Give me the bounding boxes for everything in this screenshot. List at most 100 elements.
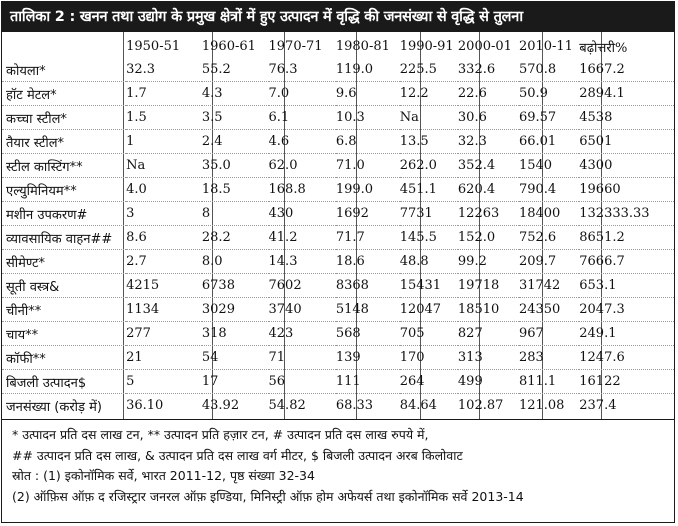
table-cell: 71.7 [335,225,400,250]
table-cell: 111 [335,369,400,394]
row-label: चीनी** [2,297,127,322]
table-cell: 1134 [126,297,202,322]
table-cell: 99.2 [457,249,519,274]
table-cell: 19718 [457,273,519,298]
table-cell: 1667.2 [579,58,674,82]
table-row: स्टील कास्टिंग** Na 35.0 62.0 71.0 262.0 352.4… [2,153,674,178]
table-row: सूती वस्त्र& 4215 6738 7602 8368 15431 19718 31… [2,273,674,298]
footnote-line: ## उत्पादन प्रति दस लाख, & उत्पादन प्रति… [12,447,463,463]
table-cell: 18.5 [201,177,269,202]
table-cell: 84.64 [399,398,437,413]
table-cell: 827 [457,321,519,346]
header-row: 1950-51 1960-61 1970-71 1980-81 1990-91 … [2,35,674,58]
table-cell: 1.5 [126,105,202,130]
table-cell: 102.87 [457,398,504,413]
row-label: हॉट मेटल* [2,81,127,106]
table-cell: 22.6 [457,81,519,106]
table-cell: 653.1 [579,273,674,298]
table-row: एल्युमिनियम** 4.0 18.5 168.8 199.0 451.1 620.4… [2,177,674,202]
header-cell: बढ़ोत्तरी% [579,40,628,56]
header-cell: 1960-61 [201,39,256,54]
table-cell: 12047 [399,297,458,322]
row-label: मशीन उपकरण# [2,201,127,226]
table-row: तैयार स्टील* 1 2.4 4.6 6.8 13.5 32.3 66.01 6501 [2,129,674,154]
table-cell: 21 [126,345,202,370]
table-cell: 8651.2 [579,225,674,250]
table-cell: 16122 [579,369,674,394]
row-label: कॉफी** [2,345,127,370]
table-row: मशीन उपकरण# 3 8 430 1692 7731 12263 18400 132333… [2,201,674,226]
table-cell: 54 [201,345,269,370]
row-label: कोयला* [2,58,127,82]
table-cell: 50.9 [518,81,580,106]
table-cell: 18400 [518,201,580,226]
table-row: जनसंख्या (करोड़ में) 36.10 43.92 54.82 68.33… [2,394,674,418]
table-title: तालिका 2 : खनन तथा उद्योग के प्रमुख क्षे… [2,2,674,32]
table-cell: 54.82 [268,398,306,413]
table-cell: 31742 [518,273,580,298]
table-cell: 68.33 [335,398,374,413]
table-cell: 237.4 [579,398,617,413]
table-cell: 132333.33 [579,201,674,226]
table-cell: 6738 [201,273,269,298]
footnotes: * उत्पादन प्रति दस लाख टन, ** उत्पादन प्… [2,419,674,507]
table-cell: 277 [126,321,202,346]
table-cell: 4.0 [126,177,202,202]
table-cell: 152.0 [457,225,519,250]
header-cell: 1990-91 [399,39,454,54]
table-cell: 168.8 [268,177,336,202]
table-cell: 6.8 [335,129,400,154]
table-row: कॉफी** 21 54 71 139 170 313 283 1247.6 [2,345,674,370]
row-label: कच्चा स्टील* [2,105,127,130]
table-cell: 1247.6 [579,345,674,370]
table-cell: 967 [518,321,580,346]
table-cell: 62.0 [268,153,336,178]
table-cell: 8 [201,201,269,226]
table-cell: 5 [126,369,202,394]
table-cell: 313 [457,345,519,370]
table-cell: 3740 [268,297,336,322]
table-cell: 170 [399,345,458,370]
footnote-line: * उत्पादन प्रति दस लाख टन, ** उत्पादन प्… [12,427,429,442]
table-cell: 13.5 [399,129,458,154]
table-cell: 15431 [399,273,458,298]
table-cell: 1692 [335,201,400,226]
table-cell: 19660 [579,177,674,202]
table-cell: 8.6 [126,225,202,250]
table-cell: 209.7 [518,249,580,274]
header-cell [2,35,126,58]
table-cell: 32.3 [457,129,519,154]
table-cell: 249.1 [579,321,674,346]
row-label: जनसंख्या (करोड़ में) [6,399,102,415]
data-table: 1950-51 1960-61 1970-71 1980-81 1990-91 … [2,35,674,417]
source-line: (2) ऑफ़िस ऑफ़ द रजिस्ट्रार जनरल ऑफ़ इण्ड… [12,488,524,504]
table-row: कोयला* 32.3 55.2 76.3 119.0 225.5 332.6 570.8 16… [2,58,674,82]
table-cell: 1.7 [126,81,202,106]
table-cell: 10.3 [335,105,400,130]
table-cell: Na [399,105,458,130]
table-cell: 7.0 [268,81,336,106]
table-cell: 6.1 [268,105,336,130]
table-cell: 2.7 [126,249,202,274]
table-cell: 7602 [268,273,336,298]
table-cell: 811.1 [518,369,580,394]
table-cell: 332.6 [457,58,519,82]
table-cell: 69.57 [518,105,580,130]
table-cell: 9.6 [335,81,400,106]
table-cell: 3.5 [201,105,269,130]
table-cell: 499 [457,369,519,394]
table-row: चीनी** 1134 3029 3740 5148 12047 18510 24350 204… [2,297,674,322]
table-cell: 119.0 [335,58,400,82]
header-cell: 2010-11 [518,39,573,54]
table-cell: 283 [518,345,580,370]
source-line: स्रोत : (1) इकोनॉमिक सर्वे, भारत 2011-12… [12,468,315,483]
table-cell: 752.6 [518,225,580,250]
table-cell: 318 [201,321,269,346]
table-cell: 145.5 [399,225,458,250]
table-cell: 48.8 [399,249,458,274]
table-row: सीमेण्ट* 2.7 8.0 14.3 18.6 48.8 99.2 209.7 7666.… [2,249,674,274]
table-cell: 4538 [579,105,674,130]
table-cell: 71 [268,345,336,370]
table-cell: 264 [399,369,458,394]
table-cell: 36.10 [126,398,164,413]
